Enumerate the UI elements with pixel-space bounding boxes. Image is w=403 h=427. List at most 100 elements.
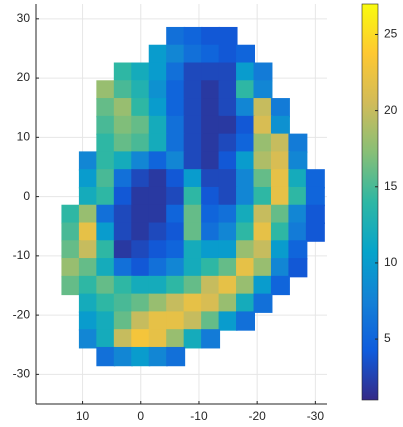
point	[219, 223, 238, 242]
point	[149, 205, 168, 224]
point	[288, 187, 307, 206]
point	[114, 116, 133, 135]
point	[114, 169, 133, 188]
point	[306, 205, 325, 224]
point	[149, 347, 168, 366]
point	[219, 151, 238, 170]
point	[254, 294, 273, 313]
point	[96, 347, 115, 366]
point	[149, 223, 168, 242]
point	[79, 329, 98, 348]
point	[166, 347, 185, 366]
point	[236, 98, 255, 117]
point	[114, 98, 133, 117]
point	[236, 187, 255, 206]
point	[166, 187, 185, 206]
point	[61, 240, 80, 259]
point	[271, 151, 290, 170]
point	[114, 151, 133, 170]
point	[201, 294, 220, 313]
point	[166, 98, 185, 117]
x-tick-label: 10	[76, 409, 90, 423]
point	[184, 169, 203, 188]
point	[61, 258, 80, 277]
point	[166, 205, 185, 224]
point	[254, 63, 273, 82]
point	[96, 311, 115, 330]
point	[201, 169, 220, 188]
point	[79, 187, 98, 206]
point	[131, 134, 150, 153]
point	[184, 45, 203, 64]
point	[271, 116, 290, 135]
point	[114, 311, 133, 330]
point	[236, 169, 255, 188]
colorbar-tick-label: 5	[384, 331, 391, 345]
point	[79, 311, 98, 330]
point	[254, 151, 273, 170]
point	[79, 258, 98, 277]
point	[96, 240, 115, 259]
point	[201, 311, 220, 330]
point	[114, 329, 133, 348]
point	[166, 240, 185, 259]
point	[131, 329, 150, 348]
point	[184, 80, 203, 99]
point	[149, 240, 168, 259]
point	[96, 169, 115, 188]
point	[306, 187, 325, 206]
point	[96, 294, 115, 313]
colorbar-tick-label: 15	[384, 179, 398, 193]
point	[219, 258, 238, 277]
point	[288, 205, 307, 224]
point	[61, 223, 80, 242]
point	[149, 80, 168, 99]
point	[201, 240, 220, 259]
point	[201, 116, 220, 135]
point	[149, 151, 168, 170]
x-tick-label: -20	[248, 409, 266, 423]
point	[236, 240, 255, 259]
point	[271, 205, 290, 224]
point	[149, 45, 168, 64]
point	[149, 169, 168, 188]
point	[96, 223, 115, 242]
point	[219, 187, 238, 206]
point	[306, 169, 325, 188]
point	[96, 187, 115, 206]
point	[131, 258, 150, 277]
point	[96, 205, 115, 224]
point	[184, 63, 203, 82]
chart: 100-10-20-303020100-10-20-30 510152025	[0, 0, 403, 427]
point	[166, 294, 185, 313]
point	[201, 329, 220, 348]
point	[306, 223, 325, 242]
point	[201, 276, 220, 295]
x-tick-label: -30	[307, 409, 325, 423]
point	[236, 45, 255, 64]
point	[114, 63, 133, 82]
point	[201, 98, 220, 117]
colorbar-scale	[362, 4, 378, 400]
point	[131, 223, 150, 242]
point	[184, 27, 203, 46]
point	[236, 205, 255, 224]
point	[219, 276, 238, 295]
point	[219, 63, 238, 82]
point	[254, 205, 273, 224]
point	[236, 276, 255, 295]
point	[271, 98, 290, 117]
point	[131, 187, 150, 206]
point	[219, 205, 238, 224]
point	[201, 45, 220, 64]
point	[166, 311, 185, 330]
point	[184, 311, 203, 330]
point	[149, 134, 168, 153]
point	[201, 258, 220, 277]
point	[166, 63, 185, 82]
point	[131, 63, 150, 82]
y-tick-label: -20	[13, 307, 31, 321]
point	[96, 116, 115, 135]
point	[254, 169, 273, 188]
point	[271, 258, 290, 277]
